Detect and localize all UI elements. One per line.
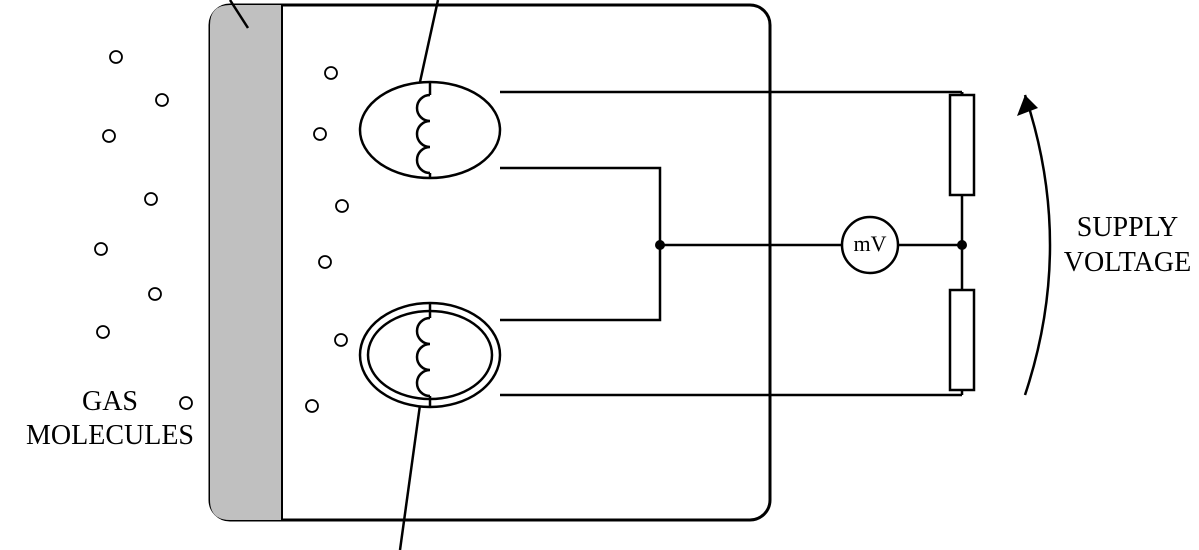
- supply-voltage-arc: [1025, 95, 1050, 395]
- wire-bottom-coil-top: [500, 245, 660, 320]
- bottom-coil-ellipse-inner: [368, 311, 492, 399]
- top-coil-ellipse: [360, 82, 500, 178]
- wire-top-coil-bottom: [500, 168, 660, 245]
- resistor-top: [950, 95, 974, 195]
- resistor-bottom: [950, 290, 974, 390]
- housing-rect: [210, 5, 770, 520]
- supply-voltage-arrowhead: [1017, 95, 1038, 116]
- gas-molecules-label: GAS MOLECULES: [5, 385, 215, 452]
- leader-line-top-coil: [420, 0, 438, 82]
- diagram-svg: [0, 0, 1199, 550]
- meter-label: mV: [848, 231, 892, 257]
- membrane: [210, 5, 282, 520]
- leader-line-bottom-coil: [400, 405, 420, 550]
- supply-voltage-label: SUPPLY VOLTAGE: [1060, 210, 1195, 280]
